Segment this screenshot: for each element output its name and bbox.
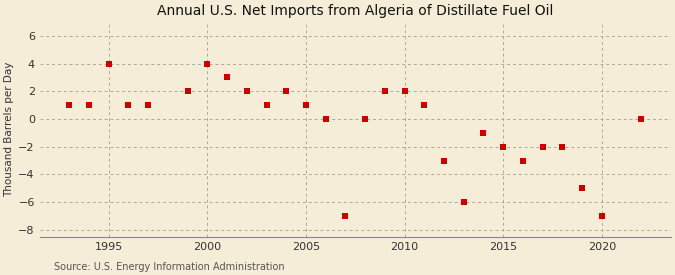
Point — [261, 103, 272, 107]
Point — [478, 131, 489, 135]
Point — [576, 186, 587, 191]
Point — [202, 61, 213, 66]
Point — [557, 145, 568, 149]
Point — [242, 89, 252, 94]
Title: Annual U.S. Net Imports from Algeria of Distillate Fuel Oil: Annual U.S. Net Imports from Algeria of … — [157, 4, 554, 18]
Y-axis label: Thousand Barrels per Day: Thousand Barrels per Day — [4, 62, 14, 197]
Point — [497, 145, 508, 149]
Point — [103, 61, 114, 66]
Point — [518, 158, 529, 163]
Point — [537, 145, 548, 149]
Point — [300, 103, 311, 107]
Point — [123, 103, 134, 107]
Point — [419, 103, 430, 107]
Point — [379, 89, 390, 94]
Point — [182, 89, 193, 94]
Point — [636, 117, 647, 121]
Point — [439, 158, 450, 163]
Point — [340, 214, 351, 218]
Point — [399, 89, 410, 94]
Point — [320, 117, 331, 121]
Point — [597, 214, 608, 218]
Text: Source: U.S. Energy Information Administration: Source: U.S. Energy Information Administ… — [54, 262, 285, 272]
Point — [221, 75, 232, 80]
Point — [281, 89, 292, 94]
Point — [64, 103, 75, 107]
Point — [84, 103, 95, 107]
Point — [458, 200, 469, 204]
Point — [360, 117, 371, 121]
Point — [143, 103, 154, 107]
